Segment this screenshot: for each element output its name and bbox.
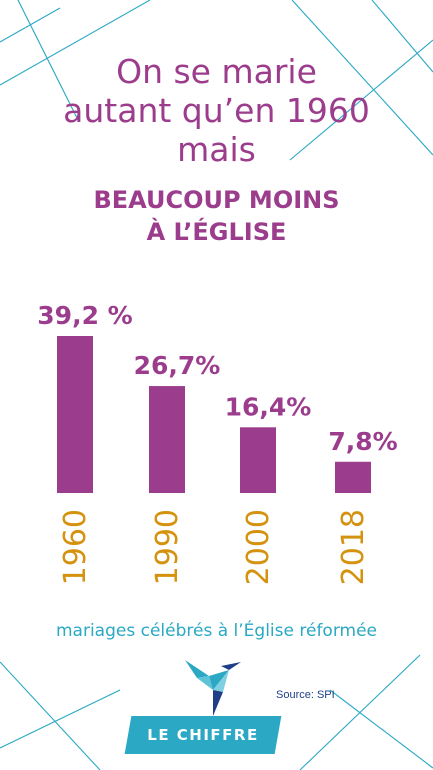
subheadline-line-1: BEAUCOUP MOINS bbox=[93, 186, 340, 214]
subheadline-line-2: À L’ÉGLISE bbox=[146, 218, 287, 246]
category-label-2000: 2000 bbox=[241, 509, 276, 585]
value-label-2018: 7,8% bbox=[328, 427, 397, 456]
category-label-1960: 1960 bbox=[58, 509, 93, 585]
bar-chart: 39,2 % 1960 26,7% 1990 16,4% 2000 7,8% 2018 bbox=[37, 301, 397, 585]
value-label-1990: 26,7% bbox=[134, 351, 221, 380]
bar-1960 bbox=[57, 336, 93, 493]
headline-line-3: mais bbox=[177, 130, 256, 169]
subheadline: BEAUCOUP MOINS À L’ÉGLISE bbox=[0, 184, 433, 248]
bar-2000 bbox=[240, 427, 276, 493]
value-label-1960: 39,2 % bbox=[37, 301, 132, 330]
value-label-2000: 16,4% bbox=[225, 392, 312, 421]
source-note: Source: SPI bbox=[276, 689, 335, 701]
bar-2018 bbox=[335, 461, 371, 493]
headline-line-2: autant qu’en 1960 bbox=[63, 91, 370, 130]
category-label-1990: 1990 bbox=[150, 509, 185, 585]
headline: On se marie autant qu’en 1960 mais bbox=[0, 52, 433, 169]
headline-line-1: On se marie bbox=[116, 52, 317, 91]
category-label-2018: 2018 bbox=[336, 509, 371, 585]
bar-1990 bbox=[149, 386, 185, 493]
chart-caption: mariages célébrés à l’Église réformée bbox=[55, 621, 377, 641]
badge-label: LE CHIFFRE bbox=[147, 726, 259, 744]
origami-bird-icon bbox=[185, 660, 241, 716]
